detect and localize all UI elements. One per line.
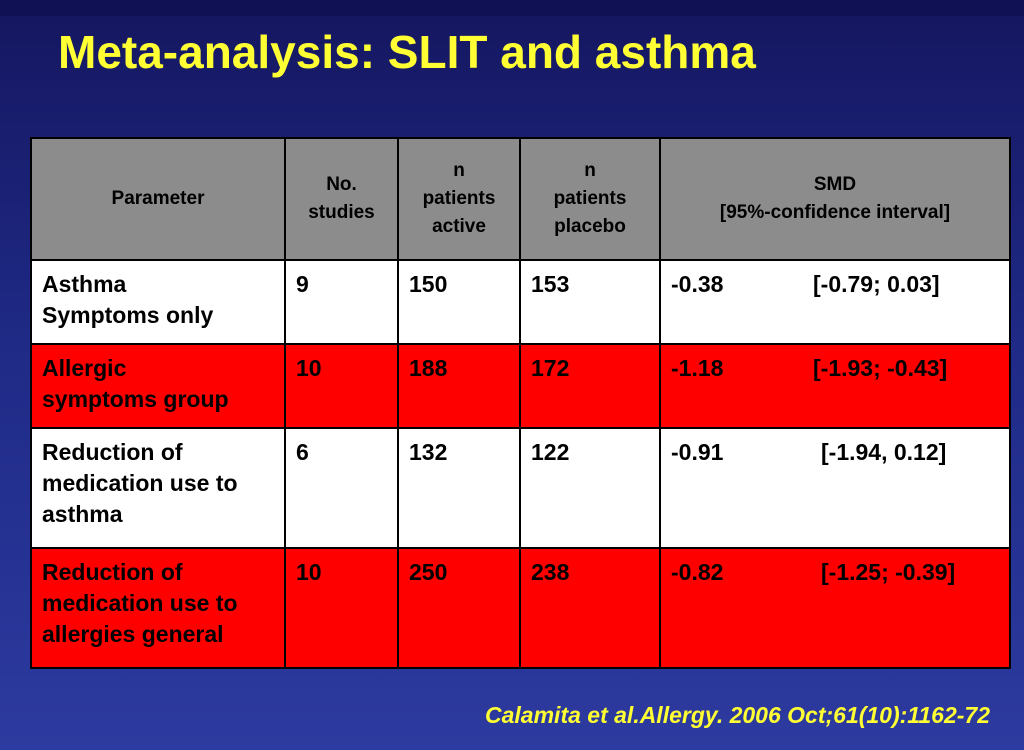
parameter-line: symptoms group — [42, 386, 229, 412]
header-smd: SMD [95%-confidence interval] — [659, 137, 1011, 261]
cell-smd: -1.18 [-1.93; -0.43] — [659, 343, 1011, 429]
table-row: Allergic symptoms group 10 188 172 -1.18… — [30, 343, 1011, 429]
table-row: Asthma Symptoms only 9 150 153 -0.38 [-0… — [30, 259, 1011, 345]
slide-title: Meta-analysis: SLIT and asthma — [58, 26, 756, 78]
header-active-line2: patients — [422, 188, 496, 209]
header-active-line1: n — [453, 160, 465, 181]
cell-placebo: 172 — [519, 343, 661, 429]
parameter-line: Reduction of — [42, 559, 183, 585]
meta-analysis-table: Parameter No. studies n patients active … — [30, 137, 1011, 669]
header-active-line3: active — [432, 216, 486, 237]
smd-ci: [-1.25; -0.39] — [821, 559, 956, 585]
cell-smd: -0.82 [-1.25; -0.39] — [659, 547, 1011, 669]
parameter-line: Symptoms only — [42, 302, 214, 328]
header-studies: No. studies — [284, 137, 399, 261]
parameter-line: medication use to — [42, 470, 238, 496]
cell-studies: 10 — [284, 547, 399, 669]
top-band — [0, 0, 1024, 16]
header-parameter: Parameter — [30, 137, 286, 261]
smd-ci: [-1.93; -0.43] — [813, 355, 948, 381]
cell-parameter: Reduction of medication use to asthma — [30, 427, 286, 549]
header-placebo-line1: n — [584, 160, 596, 181]
cell-studies: 10 — [284, 343, 399, 429]
header-studies-line2: studies — [308, 202, 375, 223]
cell-smd: -0.91 [-1.94, 0.12] — [659, 427, 1011, 549]
header-patients-placebo: n patients placebo — [519, 137, 661, 261]
parameter-line: Asthma — [42, 271, 127, 297]
header-smd-line2: [95%-confidence interval] — [719, 202, 951, 223]
cell-studies: 9 — [284, 259, 399, 345]
header-parameter-label: Parameter — [111, 188, 205, 209]
table-row: Reduction of medication use to allergies… — [30, 547, 1011, 669]
cell-active: 250 — [397, 547, 521, 669]
smd-estimate: -0.82 — [671, 559, 724, 585]
cell-active: 132 — [397, 427, 521, 549]
smd-ci: [-1.94, 0.12] — [821, 439, 947, 465]
parameter-line: asthma — [42, 501, 123, 527]
cell-parameter: Reduction of medication use to allergies… — [30, 547, 286, 669]
header-placebo-line3: placebo — [554, 216, 626, 237]
header-smd-line1: SMD — [813, 174, 857, 195]
parameter-line: Reduction of — [42, 439, 183, 465]
cell-placebo: 122 — [519, 427, 661, 549]
cell-parameter: Asthma Symptoms only — [30, 259, 286, 345]
cell-active: 188 — [397, 343, 521, 429]
smd-estimate: -0.91 — [671, 439, 724, 465]
cell-active: 150 — [397, 259, 521, 345]
cell-smd: -0.38 [-0.79; 0.03] — [659, 259, 1011, 345]
parameter-line: medication use to — [42, 590, 238, 616]
table-row: Reduction of medication use to asthma 6 … — [30, 427, 1011, 549]
header-row: Parameter No. studies n patients active … — [30, 137, 1011, 261]
cell-parameter: Allergic symptoms group — [30, 343, 286, 429]
smd-ci: [-0.79; 0.03] — [813, 271, 940, 297]
header-placebo-line2: patients — [553, 188, 627, 209]
smd-estimate: -1.18 — [671, 355, 724, 381]
parameter-line: allergies general — [42, 621, 224, 647]
header-patients-active: n patients active — [397, 137, 521, 261]
cell-placebo: 153 — [519, 259, 661, 345]
citation[interactable]: Calamita et al.Allergy. 2006 Oct;61(10):… — [485, 702, 990, 728]
smd-estimate: -0.38 — [671, 271, 724, 297]
cell-studies: 6 — [284, 427, 399, 549]
cell-placebo: 238 — [519, 547, 661, 669]
parameter-line: Allergic — [42, 355, 127, 381]
header-studies-line1: No. — [326, 174, 357, 195]
